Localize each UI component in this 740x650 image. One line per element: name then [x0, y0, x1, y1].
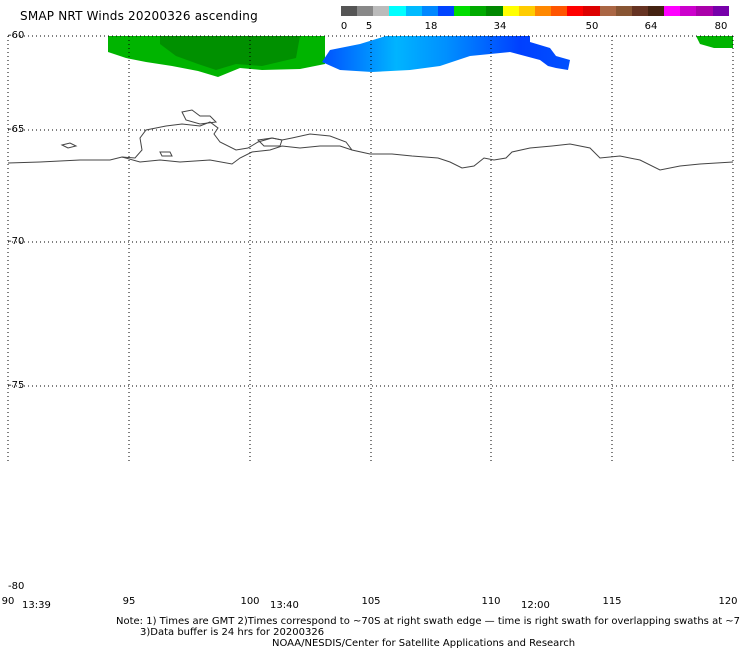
legend-color-segment: [647, 6, 665, 16]
legend-color-segment: [357, 6, 374, 16]
legend-color-segment: [631, 6, 648, 16]
legend-tick: 18: [424, 21, 438, 32]
legend-color-segment: [551, 6, 568, 16]
legend-tick: 34: [493, 21, 507, 32]
map-grid: [7, 36, 734, 463]
ice-island-small: [60, 142, 78, 149]
lon-label: 120: [718, 596, 738, 607]
ice-island-small-2: [159, 151, 173, 157]
swath-time-label: 13:40: [270, 600, 299, 611]
lon-label: 95: [122, 596, 136, 607]
legend-tick: 5: [365, 21, 373, 32]
legend-color-bar: [341, 6, 729, 16]
legend-color-segment: [454, 6, 471, 16]
lat-label: -60: [8, 30, 25, 41]
lon-label: 115: [602, 596, 622, 607]
wind-swath-dark-green: [160, 36, 300, 70]
legend-color-segment: [502, 6, 519, 16]
coastline-inner: [121, 145, 353, 165]
legend-color-segment: [680, 6, 697, 16]
legend-color-segment: [664, 6, 681, 16]
legend-color-segment: [470, 6, 487, 16]
swath-time-label: 12:00: [521, 600, 550, 611]
legend-color-segment: [373, 6, 390, 16]
legend-color-segment: [341, 6, 358, 16]
legend-color-segment: [534, 6, 552, 16]
lon-label: 100: [240, 596, 260, 607]
legend-tick: 80: [714, 21, 728, 32]
lon-label: 110: [481, 596, 501, 607]
legend-color-segment: [583, 6, 600, 16]
note-line-1: Note: 1) Times are GMT 2)Times correspon…: [116, 616, 740, 627]
ice-island-small-3: [256, 137, 283, 147]
swath-time-label: 13:39: [22, 600, 51, 611]
legend-color-segment: [518, 6, 535, 16]
map-title: SMAP NRT Winds 20200326 ascending: [20, 9, 258, 23]
ice-island: [181, 109, 218, 125]
lat-label: -80: [8, 581, 25, 592]
lat-label: -65: [8, 124, 25, 135]
lat-label: -70: [8, 236, 25, 247]
wind-speed-legend: 0 5 18 34 50 64 80: [341, 6, 729, 36]
antarctic-coastline: [7, 121, 734, 171]
legend-color-segment: [405, 6, 422, 16]
wind-swath-green-right: [696, 36, 733, 48]
legend-tick: 64: [644, 21, 658, 32]
legend-color-segment: [567, 6, 584, 16]
legend-tick: 0: [340, 21, 348, 32]
legend-color-segment: [615, 6, 632, 16]
lat-label: -75: [8, 380, 25, 391]
legend-color-segment: [437, 6, 455, 16]
lon-label: 105: [361, 596, 381, 607]
lon-label: 90: [1, 596, 15, 607]
legend-color-segment: [421, 6, 438, 16]
legend-color-segment: [712, 6, 729, 16]
note-line-3: NOAA/NESDIS/Center for Satellite Applica…: [272, 638, 576, 649]
legend-color-segment: [599, 6, 616, 16]
note-line-2: 3)Data buffer is 24 hrs for 20200326: [140, 627, 325, 638]
legend-color-segment: [696, 6, 713, 16]
legend-color-segment: [389, 6, 406, 16]
legend-color-segment: [486, 6, 503, 16]
wind-swath-blue: [322, 36, 570, 72]
legend-tick: 50: [585, 21, 599, 32]
